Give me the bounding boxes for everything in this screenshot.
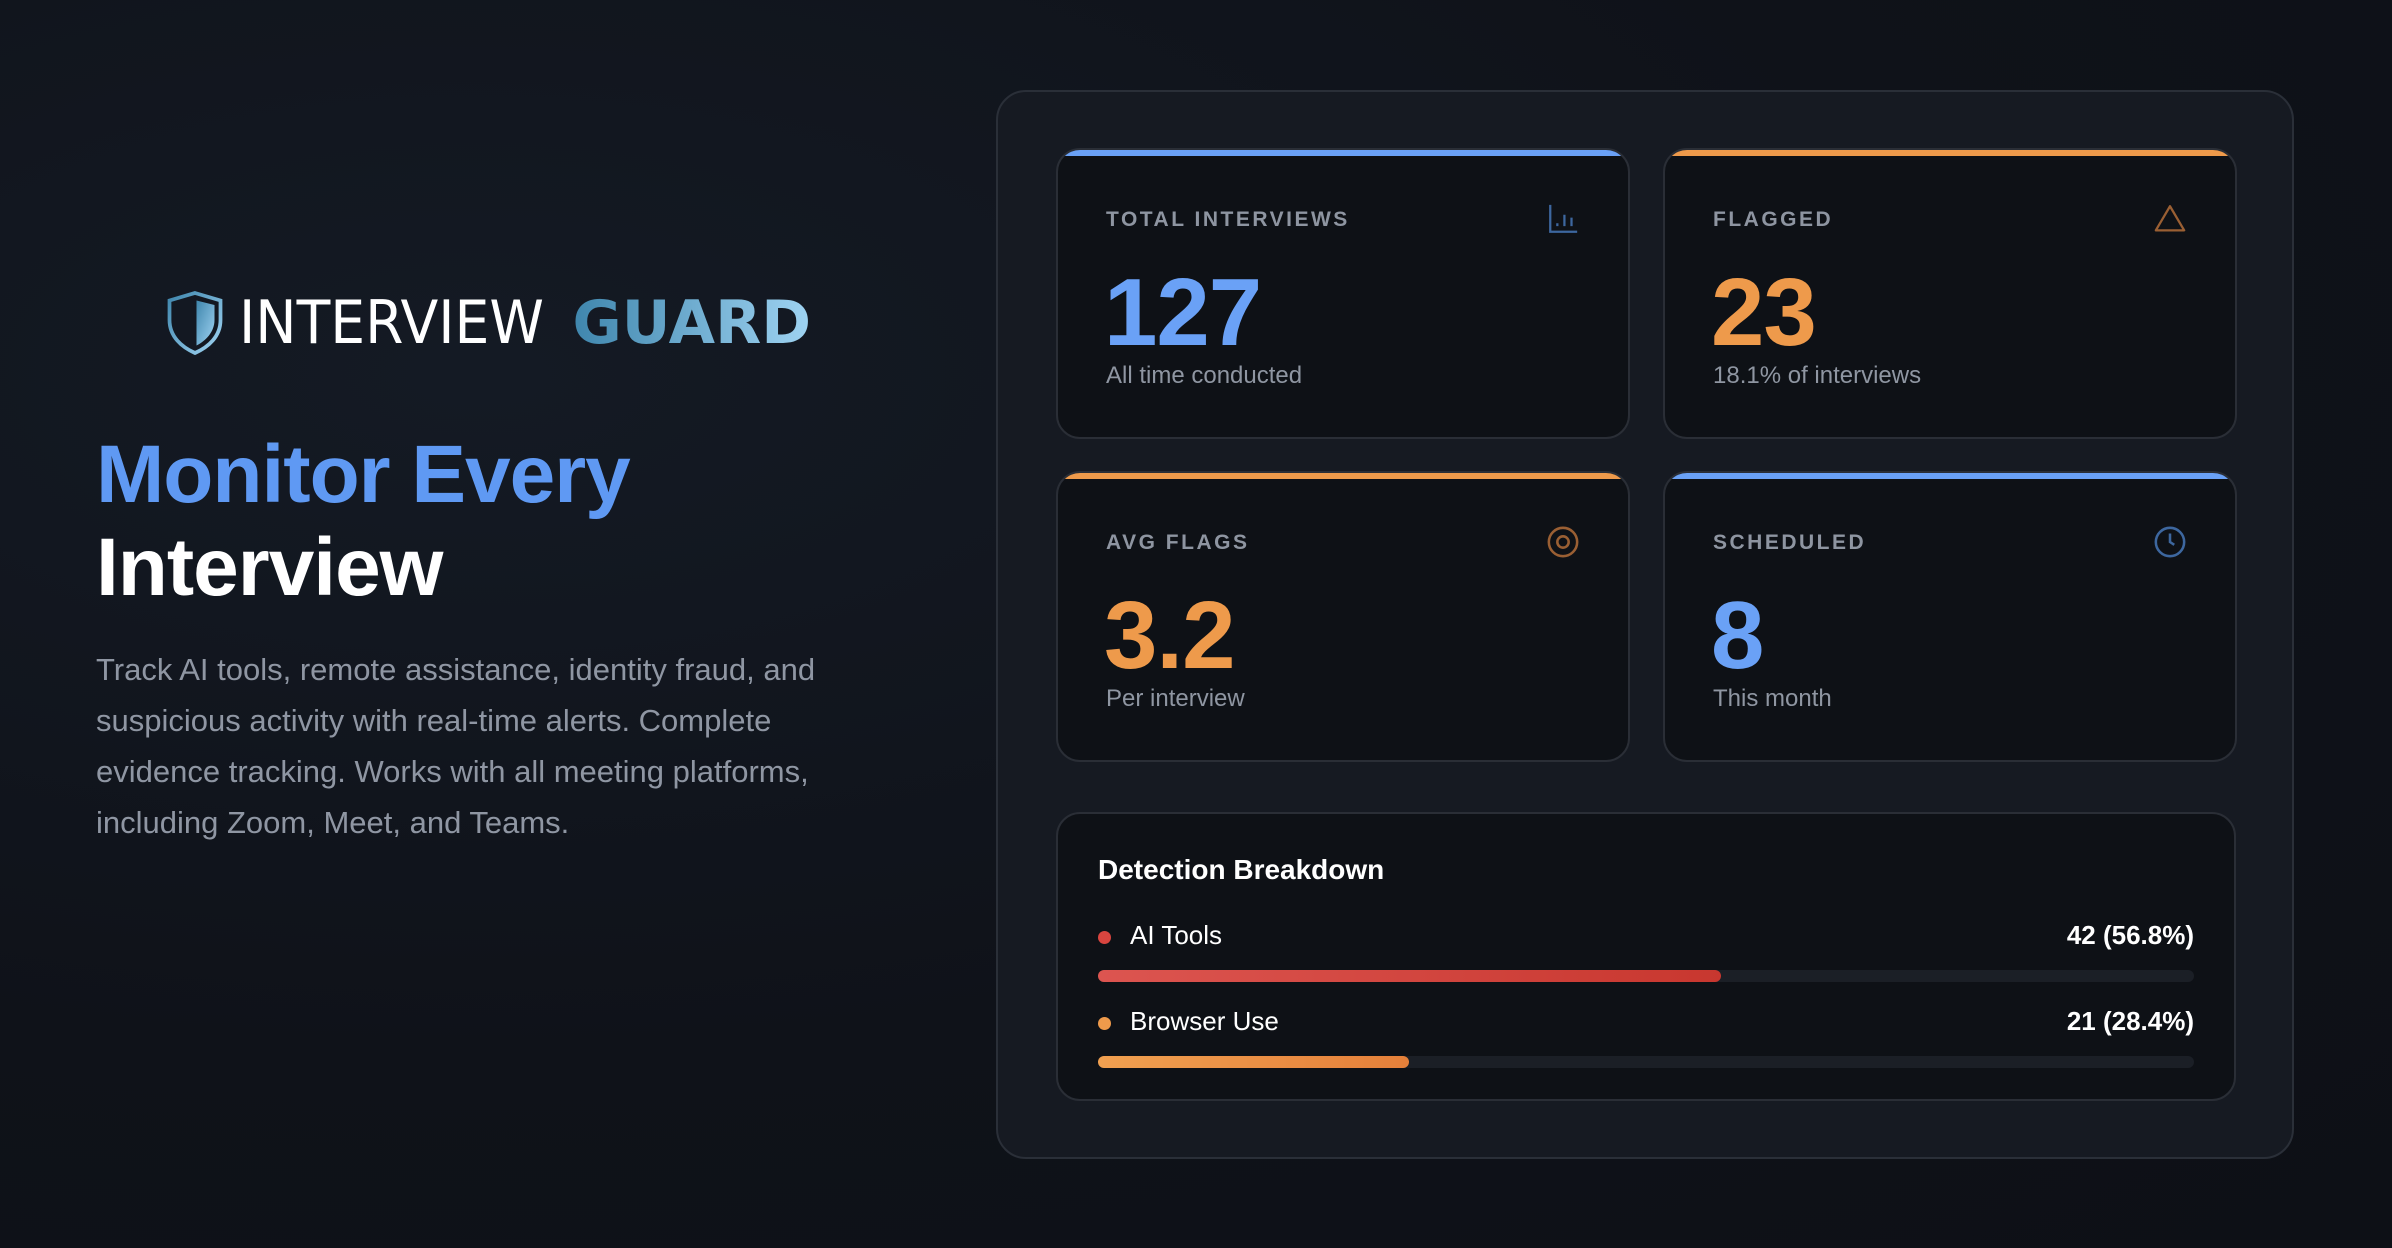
headline: Monitor Every Interview [96,428,631,614]
row-value: 21 (28.4%) [2066,1006,2194,1036]
stat-label: SCHEDULED [1713,531,1867,554]
row-value: 42 (56.8%) [2066,920,2194,950]
shield-icon [167,291,223,356]
row-label: AI Tools [1130,920,1223,950]
clock-icon [2154,526,2186,558]
headline-line-1: Monitor Every [96,429,631,520]
headline-line-2: Interview [96,522,443,613]
brand-word-1: INTERVIEW [239,288,545,358]
breakdown-title: Detection Breakdown [1098,854,1385,885]
stat-card-total-interviews: TOTAL INTERVIEWS 127 All time conducted [1056,148,1630,439]
warning-triangle-icon [2154,205,2186,232]
breakdown-row-browser-use: Browser Use 21 (28.4%) [1098,1006,2194,1076]
stat-card-flagged: FLAGGED 23 18.1% of interviews [1663,148,2237,439]
detection-breakdown: Detection Breakdown AI Tools 42 (56.8%) … [1056,812,2236,1101]
status-dot [1098,931,1111,944]
breakdown-row-ai-tools: AI Tools 42 (56.8%) [1098,920,2194,990]
stat-value: 23 [1711,259,1817,366]
stat-subtext: Per interview [1106,685,1245,712]
stat-label: AVG FLAGS [1106,531,1250,554]
stat-value: 8 [1711,582,1764,689]
stat-label: TOTAL INTERVIEWS [1106,208,1350,231]
progress-fill [1098,970,1721,982]
status-dot [1098,1017,1111,1030]
stat-card-avg-flags: AVG FLAGS 3.2 Per interview [1056,471,1630,762]
progress-track [1098,1056,2194,1068]
stat-subtext: All time conducted [1106,362,1303,389]
row-label: Browser Use [1130,1006,1279,1036]
stat-subtext: 18.1% of interviews [1713,362,1922,389]
progress-fill [1098,1056,1410,1068]
stat-value: 3.2 [1104,582,1235,689]
stat-value: 127 [1104,259,1262,366]
stat-label: FLAGGED [1713,208,1834,231]
bar-chart-icon [1549,204,1578,233]
brand-word-2: GUARD [572,288,812,358]
stat-subtext: This month [1713,685,1832,712]
hero-description: Track AI tools, remote assistance, ident… [96,652,816,840]
stat-card-scheduled: SCHEDULED 8 This month [1663,471,2237,762]
progress-track [1098,970,2194,982]
target-icon [1547,526,1579,558]
logo: INTERVIEW GUARD [165,288,811,358]
